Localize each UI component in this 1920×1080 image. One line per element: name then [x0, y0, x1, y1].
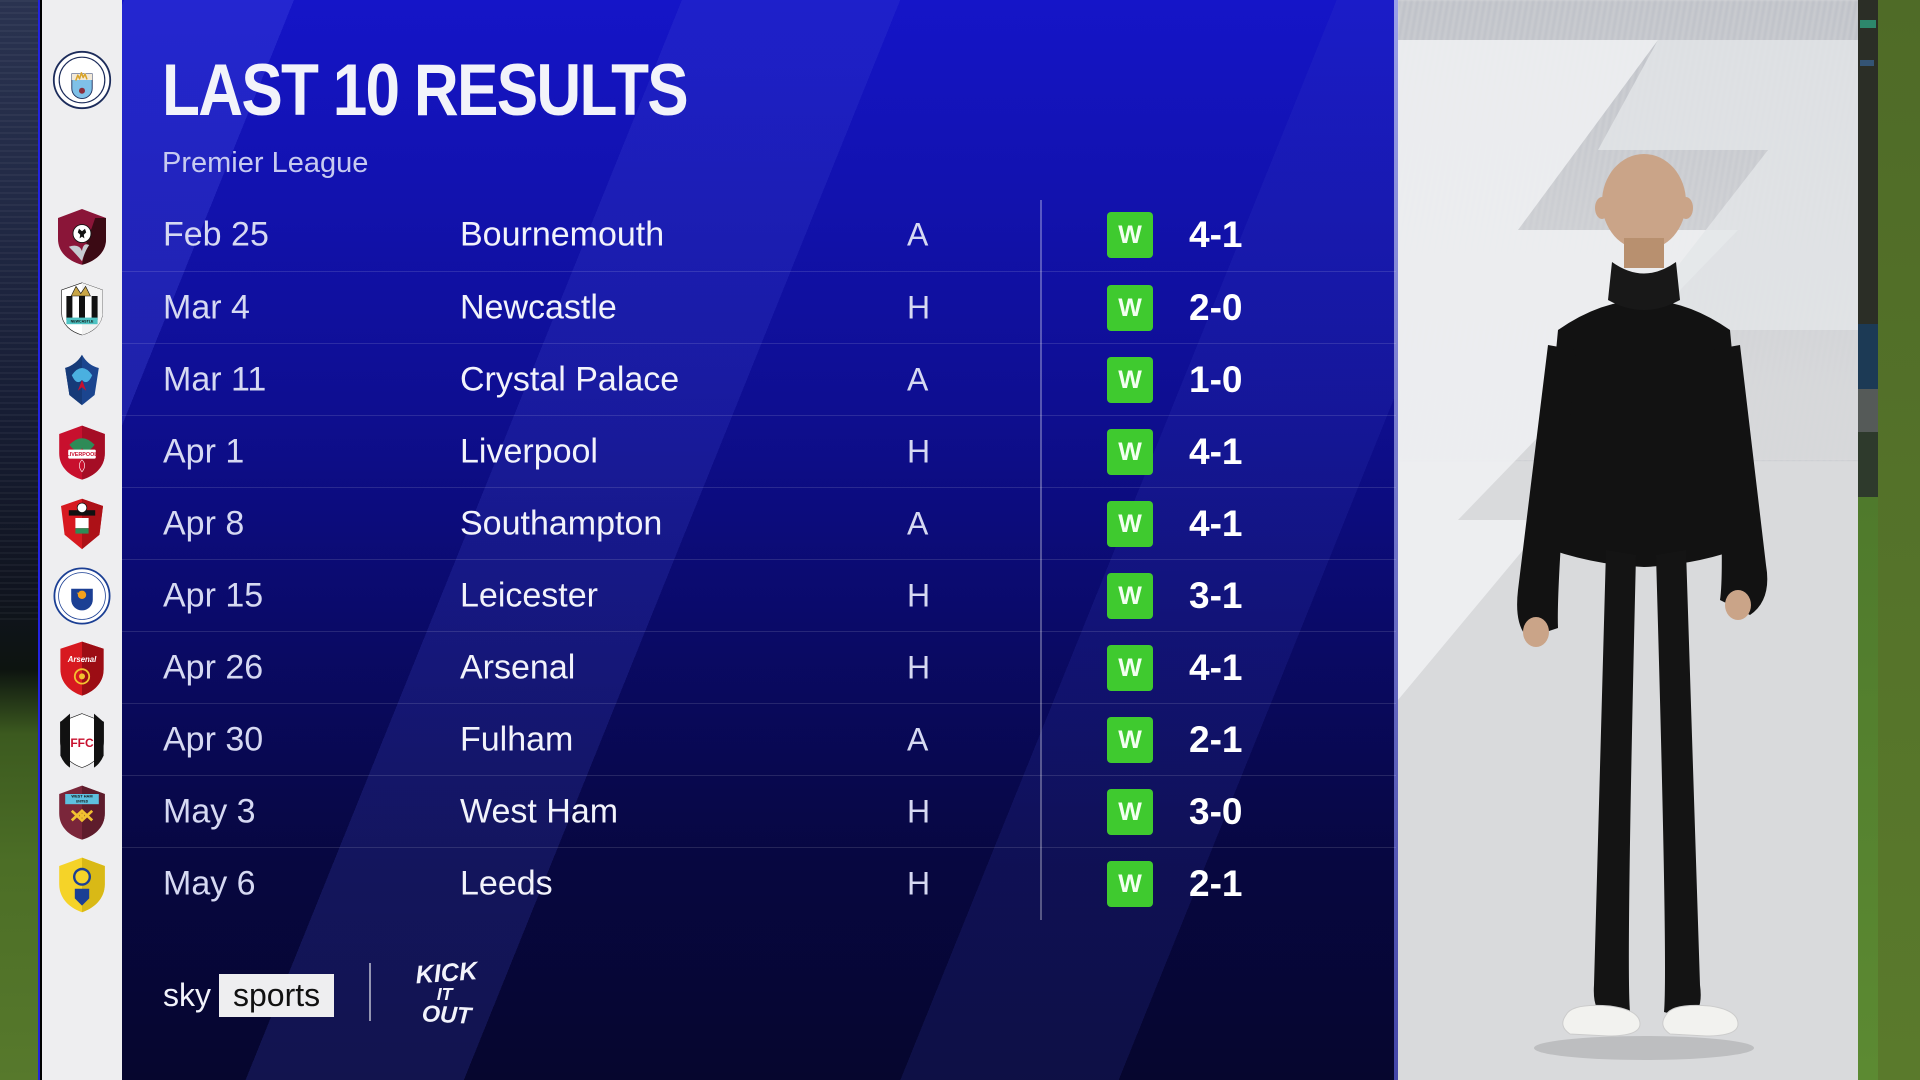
svg-text:LIVERPOOL: LIVERPOOL [66, 452, 98, 458]
svg-text:Arsenal: Arsenal [67, 655, 97, 664]
svg-text:NEWCASTLE: NEWCASTLE [71, 319, 94, 323]
svg-text:UNITED: UNITED [76, 799, 89, 803]
svg-text:WEST HAM: WEST HAM [71, 794, 92, 799]
svg-text:OUT: OUT [421, 1000, 473, 1029]
svg-text:FFC: FFC [70, 736, 94, 750]
